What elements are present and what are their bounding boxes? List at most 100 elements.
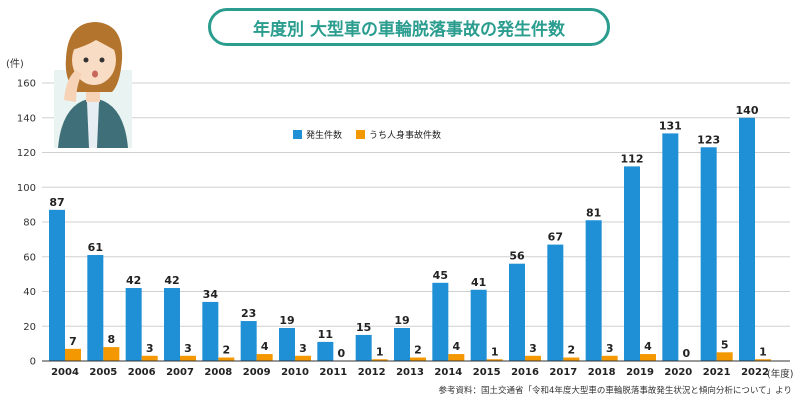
bars: [49, 117, 771, 361]
x-tick-label: 2011: [319, 367, 347, 378]
x-tick-label: 2009: [243, 367, 271, 378]
data-label-total: 81: [586, 206, 601, 219]
bar-total: [547, 244, 564, 361]
bar-total: [662, 133, 679, 361]
data-label-injury: 1: [491, 345, 499, 358]
data-label-injury: 7: [69, 335, 77, 348]
bar-injury: [141, 355, 158, 361]
data-label-injury: 3: [529, 342, 537, 355]
data-label-total: 131: [659, 119, 682, 132]
data-label-total: 112: [621, 152, 644, 165]
x-tick-label: 2007: [166, 367, 194, 378]
y-tick-label: 0: [30, 357, 36, 368]
x-tick-label: 2022: [741, 367, 769, 378]
bar-injury: [448, 354, 465, 361]
title-frame: 年度別 大型車の車輪脱落事故の発生件数: [208, 8, 610, 46]
legend: 発生件数 うち人身事故件数: [293, 128, 441, 141]
data-label-injury: 0: [338, 347, 346, 360]
y-tick-label: 120: [17, 148, 36, 159]
x-tick-label: 2010: [281, 367, 309, 378]
y-tick-label: 80: [23, 218, 36, 229]
x-axis-unit: (年度): [767, 369, 794, 380]
y-tick-label: 160: [17, 79, 36, 90]
x-tick-label: 2015: [473, 367, 501, 378]
bar-injury: [601, 355, 618, 361]
data-label-total: 140: [736, 104, 759, 117]
chart-title: 年度別 大型車の車輪脱落事故の発生件数: [253, 19, 565, 40]
data-label-injury: 3: [184, 342, 192, 355]
legend-label-total: 発生件数: [306, 131, 343, 141]
data-label-total: 56: [509, 250, 525, 263]
x-tick-label: 2019: [626, 367, 654, 378]
x-tick-label: 2012: [358, 367, 386, 378]
y-axis-unit: (件): [6, 59, 24, 70]
x-tick-label: 2013: [396, 367, 424, 378]
bar-total: [585, 220, 602, 361]
bar-total: [700, 147, 717, 361]
bar-total: [317, 341, 334, 361]
bar-total: [739, 117, 755, 361]
x-tick-label: 2004: [51, 367, 79, 378]
x-axis-ticks: 2004 2005 2006 2007 2008 2009 2010 2011 2012 2013…: [51, 367, 769, 378]
x-tick-label: 2020: [664, 367, 692, 378]
x-tick-label: 2021: [703, 367, 731, 378]
data-label-total: 87: [49, 196, 64, 209]
x-tick-label: 2005: [89, 367, 117, 378]
data-label-total: 23: [241, 307, 256, 320]
y-tick-label: 40: [23, 287, 36, 298]
data-label-injury: 2: [414, 344, 422, 357]
y-tick-label: 60: [23, 252, 36, 263]
y-axis-ticks: 0 20 40 60 80 100 120 140 160: [17, 79, 36, 368]
bar-injury: [525, 355, 541, 361]
bar-total: [202, 301, 219, 361]
data-label-total: 45: [433, 269, 448, 282]
bar-total: [355, 334, 372, 361]
bar-total: [87, 255, 104, 361]
bar-total: [240, 321, 257, 361]
data-label-total: 19: [394, 314, 409, 327]
bar-injury: [295, 355, 311, 361]
bar-injury: [65, 348, 81, 361]
bar-injury: [410, 357, 426, 361]
bar-total: [509, 263, 525, 361]
bar-injury: [218, 357, 235, 361]
data-label-injury: 2: [568, 344, 576, 357]
x-tick-label: 2008: [204, 367, 232, 378]
data-label-injury: 4: [644, 340, 652, 353]
bar-total: [125, 288, 142, 361]
data-label-injury: 5: [721, 338, 729, 351]
y-tick-label: 100: [17, 183, 36, 194]
bar-injury: [371, 359, 388, 361]
bar-injury: [640, 354, 656, 361]
bar-total: [49, 209, 65, 361]
data-label-total: 15: [356, 321, 371, 334]
data-label-injury: 4: [261, 340, 269, 353]
bar-total: [624, 166, 640, 361]
y-tick-label: 20: [23, 322, 36, 333]
data-label-total: 61: [88, 241, 103, 254]
bar-injury: [716, 352, 733, 361]
data-label-injury: 8: [108, 333, 116, 346]
x-tick-label: 2006: [128, 367, 156, 378]
woman-thinking-illustration: [54, 22, 132, 148]
bar-injury: [180, 355, 196, 361]
x-tick-label: 2017: [549, 367, 577, 378]
bar-total: [164, 288, 180, 361]
source-note: 参考資料：国土交通省「令和4年度大型車の車輪脱落事故発生状況と傾向分析について」…: [438, 386, 793, 396]
data-label-total: 42: [126, 274, 141, 287]
data-label-total: 42: [164, 274, 179, 287]
data-label-total: 67: [548, 231, 563, 244]
legend-swatch-total: [293, 130, 302, 139]
bar-injury: [563, 357, 580, 361]
data-label-total: 19: [279, 314, 294, 327]
bar-total: [394, 327, 410, 361]
bar-injury: [755, 359, 771, 361]
y-tick-label: 140: [17, 113, 36, 124]
data-label-injury: 3: [606, 342, 614, 355]
data-labels: 8776184234233422341931101511924544115636…: [49, 104, 766, 360]
data-label-injury: 0: [683, 347, 691, 360]
data-label-total: 34: [203, 288, 219, 301]
data-label-injury: 3: [299, 342, 307, 355]
data-label-injury: 4: [453, 340, 461, 353]
